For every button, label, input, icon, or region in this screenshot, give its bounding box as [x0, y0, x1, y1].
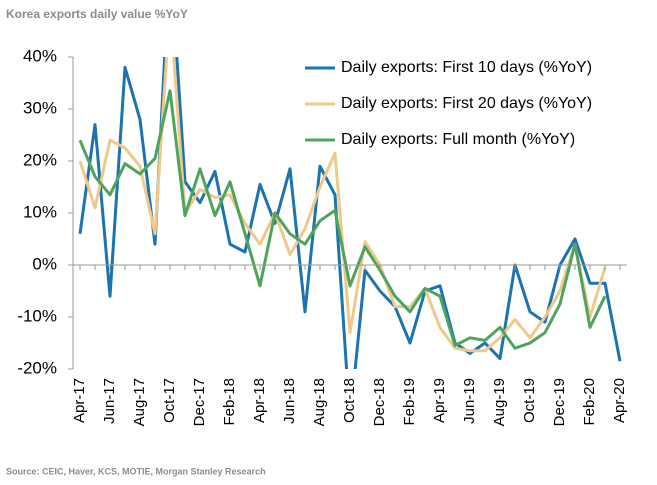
- x-tick-label: Dec-18: [371, 378, 388, 426]
- x-tick-label: Dec-19: [551, 378, 568, 426]
- x-tick-label: Feb-19: [401, 378, 418, 426]
- x-tick-label: Aug-17: [131, 378, 148, 426]
- x-tick-label: Apr-17: [71, 378, 88, 423]
- x-tick-label: Oct-19: [521, 378, 538, 423]
- x-tick-label: Apr-20: [611, 378, 628, 423]
- series-line: [78, 57, 622, 369]
- x-tick-label: Apr-18: [251, 378, 268, 423]
- x-tick-label: Jun-19: [461, 378, 478, 424]
- chart-title: Korea exports daily value %YoY: [6, 7, 188, 21]
- x-tick-label: Jun-17: [101, 378, 118, 424]
- x-tick-label: Feb-18: [221, 378, 238, 426]
- y-tick-label: -10%: [17, 306, 57, 325]
- plot-area: [78, 57, 622, 369]
- y-tick-label: 40%: [23, 46, 57, 65]
- y-tick-label: 10%: [23, 202, 57, 221]
- x-tick-label: Dec-17: [191, 378, 208, 426]
- x-tick-label: Oct-18: [341, 378, 358, 423]
- x-tick-label: Oct-17: [161, 378, 178, 423]
- legend-label: Daily exports: First 20 days (%YoY): [341, 95, 592, 112]
- y-tick-label: 20%: [23, 150, 57, 169]
- x-tick-label: Jun-18: [281, 378, 298, 424]
- x-tick-label: Aug-18: [311, 378, 328, 426]
- series-line: [78, 89, 607, 350]
- y-tick-label: 0%: [32, 254, 57, 273]
- x-tick-label: Apr-19: [431, 378, 448, 423]
- y-tick-label: -20%: [17, 358, 57, 377]
- source-note: Source: CEIC, Haver, KCS, MOTIE, Morgan …: [6, 466, 266, 476]
- legend-label: Daily exports: First 10 days (%YoY): [341, 59, 592, 76]
- x-tick-label: Feb-20: [581, 378, 598, 426]
- x-tick-label: Aug-19: [491, 378, 508, 426]
- y-tick-label: 30%: [23, 98, 57, 117]
- legend-label: Daily exports: Full month (%YoY): [341, 131, 575, 148]
